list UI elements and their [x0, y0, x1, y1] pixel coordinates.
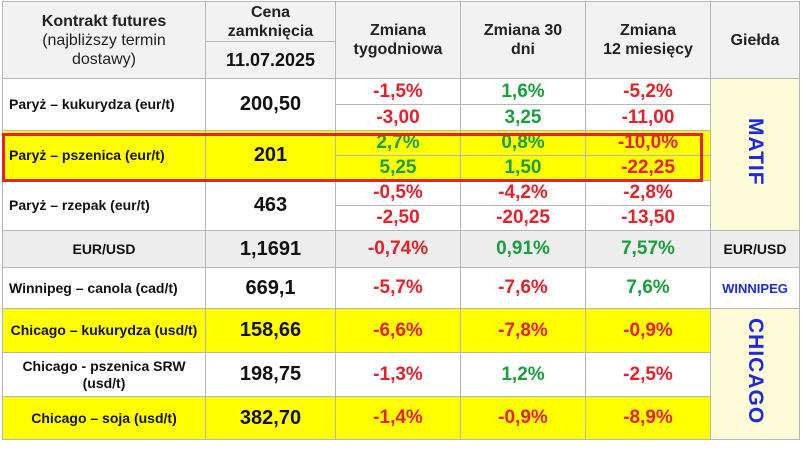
contract-name: Chicago – soja (usd/t) — [2, 396, 206, 440]
header-contract-line3: dostawy) — [71, 50, 137, 68]
d30-pct: 1,2% — [460, 352, 586, 397]
exchange-matif: MATIF — [710, 78, 800, 231]
table-row: Chicago – kukurydza (usd/t) 158,66 -6,6%… — [2, 308, 800, 440]
price: 158,66 — [205, 308, 336, 353]
header-contract-line2: (najbliższy termin — [42, 31, 166, 49]
m12-abs: -11,00 — [585, 104, 711, 131]
weekly-abs: 5,25 — [335, 155, 461, 181]
weekly-pct: -1,5% — [335, 78, 461, 105]
weekly-pct: -5,7% — [335, 267, 461, 309]
table-row: EUR/USD 1,1691 -0,74% 0,91% 7,57% EUR/US… — [2, 230, 800, 268]
weekly-pct: -1,3% — [335, 352, 461, 397]
table-row: Chicago - pszenica SRW (usd/t) 198,75 -1… — [2, 352, 800, 397]
price: 463 — [205, 180, 336, 231]
weekly-pct: -6,6% — [335, 308, 461, 353]
table-row: Paryż – pszenica (eur/t) 201 2,7% 0,8% -… — [2, 130, 800, 181]
header-12m-line1: Zmiana — [619, 22, 676, 39]
contract-name: Winnipeg – canola (cad/t) — [2, 267, 206, 309]
header-price-line2: zamknięcia — [227, 22, 314, 40]
price: 1,1691 — [205, 230, 336, 268]
d30-pct: 0,8% — [460, 130, 586, 156]
header-date: 11.07.2025 — [205, 41, 336, 79]
header-30d-line2: dni — [511, 41, 535, 58]
price: 382,70 — [205, 396, 336, 440]
contract-name: Paryż – rzepak (eur/t) — [2, 180, 206, 231]
contract-name: EUR/USD — [2, 230, 206, 268]
m12-pct: 7,6% — [585, 267, 711, 309]
m12-pct: -0,9% — [585, 308, 711, 353]
header-30d: Zmiana 30 dni — [460, 1, 586, 79]
m12-abs: -22,25 — [585, 155, 711, 181]
weekly-pct: -0,74% — [335, 230, 461, 268]
weekly-pct: -1,4% — [335, 396, 461, 440]
d30-pct: -0,9% — [460, 396, 586, 440]
exchange-chicago-label: CHICAGO — [744, 318, 767, 425]
d30-abs: -20,25 — [460, 205, 586, 231]
header-30d-line1: Zmiana 30 — [483, 22, 563, 39]
contract-name: Chicago - pszenica SRW (usd/t) — [2, 352, 206, 397]
exchange-matif-label: MATIF — [744, 118, 767, 186]
contract-name: Paryż – pszenica (eur/t) — [2, 130, 206, 181]
table-row: Winnipeg – canola (cad/t) 669,1 -5,7% -7… — [2, 267, 800, 309]
m12-pct: 7,57% — [585, 230, 711, 268]
header-price-line1: Cena — [250, 3, 291, 21]
contract-name: Paryż – kukurydza (eur/t) — [2, 78, 206, 131]
d30-abs: 1,50 — [460, 155, 586, 181]
header-12m: Zmiana 12 miesięcy — [585, 1, 711, 79]
weekly-abs: -3,00 — [335, 104, 461, 131]
exchange-winnipeg: WINNIPEG — [710, 267, 800, 309]
futures-table: Kontrakt futures (najbliższy termin dost… — [2, 1, 800, 440]
contract-name: Chicago – kukurydza (usd/t) — [2, 308, 206, 353]
exchange-chicago: CHICAGO — [710, 308, 800, 440]
table-row: Paryż – rzepak (eur/t) 463 -0,5% -4,2% -… — [2, 180, 800, 231]
header-weekly-line1: Zmiana — [369, 22, 426, 39]
m12-abs: -13,50 — [585, 205, 711, 231]
m12-pct: -5,2% — [585, 78, 711, 105]
d30-abs: 3,25 — [460, 104, 586, 131]
weekly-pct: -0,5% — [335, 180, 461, 206]
price: 669,1 — [205, 267, 336, 309]
header-contract: Kontrakt futures (najbliższy termin dost… — [2, 1, 206, 79]
table-row: -2,50 -20,25 -13,50 — [3, 205, 800, 231]
header-contract-line1: Kontrakt futures — [41, 12, 167, 30]
d30-pct: 0,91% — [460, 230, 586, 268]
header-weekly-line2: tygodniowa — [353, 41, 443, 58]
weekly-abs: -2,50 — [335, 205, 461, 231]
header-weekly: Zmiana tygodniowa — [335, 1, 461, 79]
header-12m-line2: 12 miesięcy — [603, 41, 693, 58]
d30-pct: 1,6% — [460, 78, 586, 105]
m12-pct: -10,0% — [585, 130, 711, 156]
d30-pct: -4,2% — [460, 180, 586, 206]
m12-pct: -8,9% — [585, 396, 711, 440]
exchange-eurusd: EUR/USD — [710, 230, 800, 268]
d30-pct: -7,8% — [460, 308, 586, 353]
header-price: Cena zamknięcia — [205, 1, 336, 42]
d30-pct: -7,6% — [460, 267, 586, 309]
price: 198,75 — [205, 352, 336, 397]
table-row: Paryż – kukurydza (eur/t) 200,50 -1,5% 1… — [2, 78, 800, 231]
weekly-pct: 2,7% — [335, 130, 461, 156]
m12-pct: -2,5% — [585, 352, 711, 397]
table-row: -3,00 3,25 -11,00 — [3, 104, 800, 131]
price: 200,50 — [205, 78, 336, 131]
header-exchange: Giełda — [710, 1, 800, 79]
price: 201 — [205, 130, 336, 181]
table-row: Chicago – soja (usd/t) 382,70 -1,4% -0,9… — [2, 396, 800, 440]
m12-pct: -2,8% — [585, 180, 711, 206]
